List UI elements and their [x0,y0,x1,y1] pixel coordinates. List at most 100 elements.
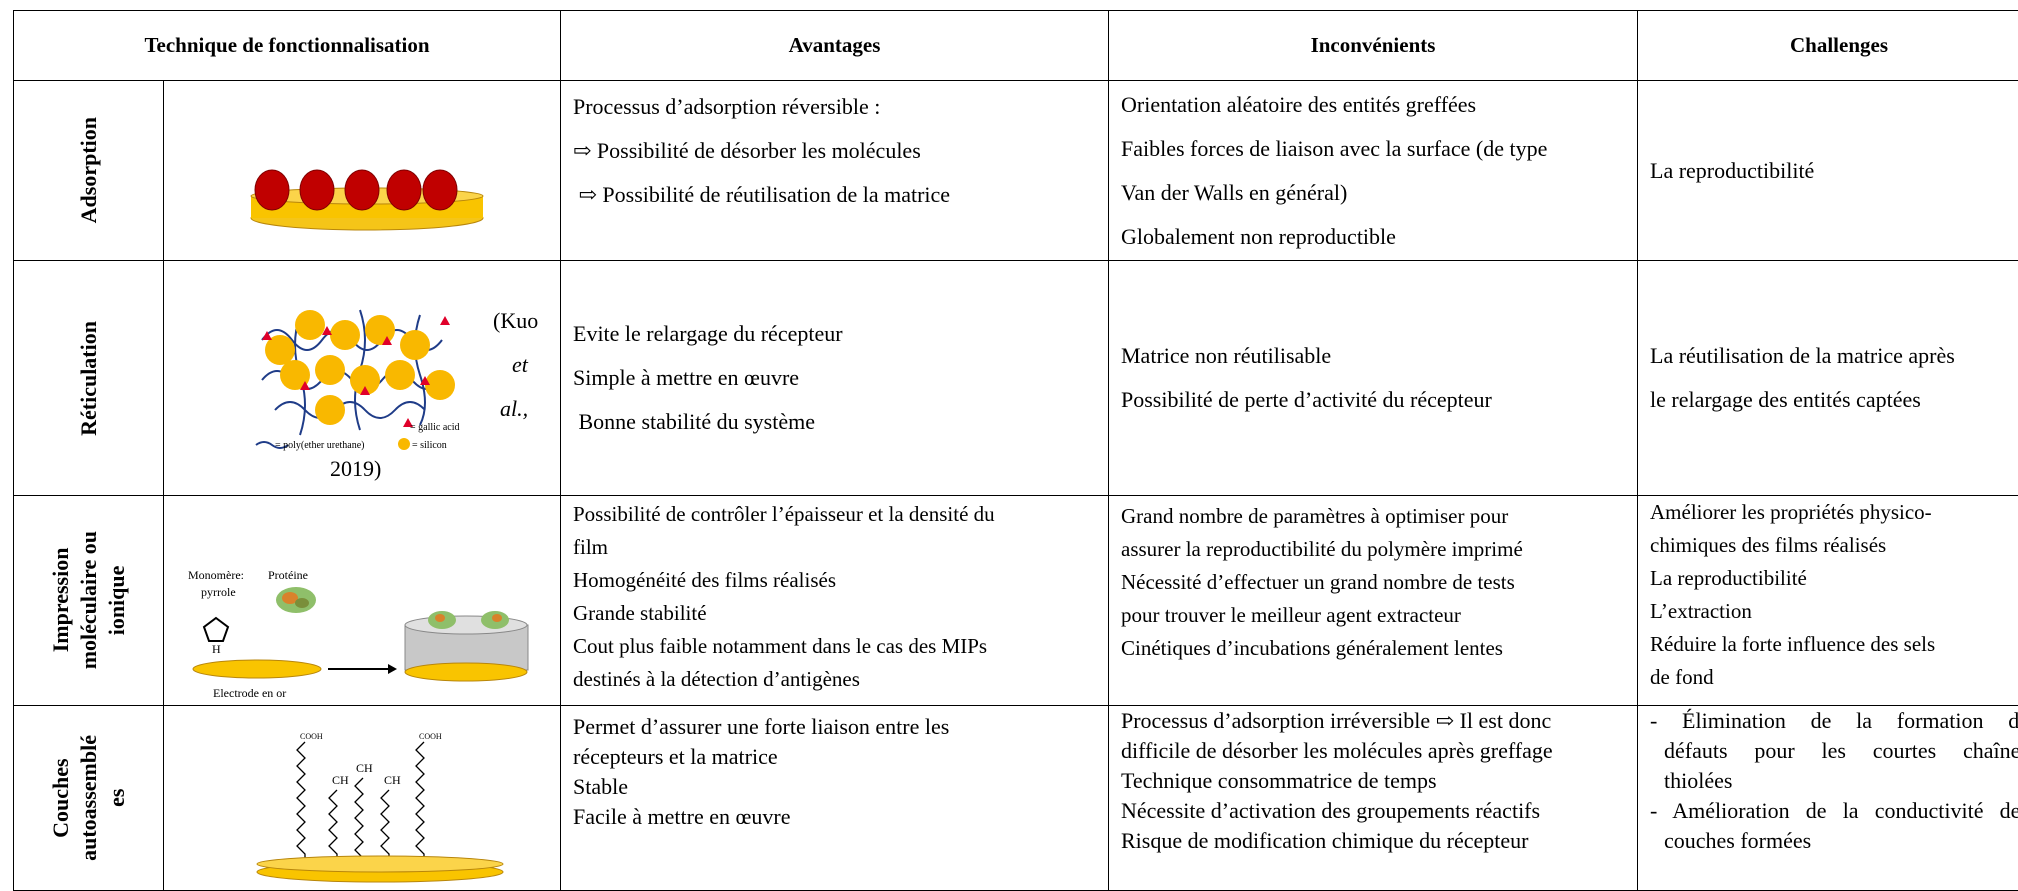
technique-label: Adsorption [75,117,103,223]
figure-label: COOH [300,732,323,741]
text-line: Cout plus faible notamment dans le cas d… [573,634,988,658]
figure-label: COOH [419,732,442,741]
electrode [404,662,528,682]
text-line: pour trouver le meilleur agent extracteu… [1121,603,1461,627]
inconvenients-cell: Processus d’adsorption irréversible ⇨ Il… [1108,705,1638,891]
inconvenients-cell: Matrice non réutilisable Possibilité de p… [1108,260,1638,496]
text-line: autoassemblé [75,735,101,861]
text-line: Couches [47,758,73,838]
challenges-cell: Améliorer les propriétés physico-chimiqu… [1637,495,2018,706]
avantages-cell: Possibilité de contrôler l’épaisseur et … [560,495,1109,706]
text-line: Orientation aléatoire des entités greffé… [1121,91,1477,117]
text-line: chimiques des films réalisés [1650,533,1887,557]
text-line: Challenges [1789,33,1888,57]
text-line: - Élimination de la formation de [1650,708,2018,733]
figure-cell [163,495,561,706]
text-line: Evite le relargage du récepteur [573,321,843,346]
text-line: Grand nombre de paramètres à optimiser p… [1121,504,1509,528]
imprinted-proteins [428,611,509,629]
technique-cell: Adsorption [13,80,164,261]
text-line: défauts pour les courtes chaînes [1664,738,2018,763]
technique-cell: Réticulation [13,260,164,496]
inconvenients-cell: Grand nombre de paramètres à optimiser p… [1108,495,1638,706]
figure-label: Protéine [268,568,308,582]
text-line: Avantages [788,33,881,57]
legend-swatch [255,441,289,449]
text-line: Adsorption [75,117,101,224]
technique-cell: Couches autoassemblé es [13,705,164,891]
text-line: destinés à la détection d’antigènes [573,667,860,691]
figure-label: = poly(ether urethane) [275,440,365,451]
header-cell: Avantages [560,10,1109,81]
text-line: Globalement non reproductible [1121,223,1396,249]
figure-cell [163,80,561,261]
figure-label: pyrrole [201,585,236,599]
challenges-cell: La reproductibilité [1637,80,2018,261]
text-line: Homogénéité des films réalisés [573,568,837,592]
figure-label: = gallic acid [410,422,460,433]
text-line: Réticulation [75,320,101,436]
text-line: Van der Walls en général) [1121,179,1348,205]
text-line: La reproductibilité [1650,566,1807,590]
text-line: Processus d’adsorption réversible : [573,94,881,119]
text-line: le relargage des entités captées [1650,387,1921,412]
thiol-chains [296,741,425,866]
text-line: ⇨ Possibilité de désorber les molécules [573,138,921,163]
text-line: La réutilisation de la matrice après [1650,343,1955,368]
challenges-cell: La réutilisation de la matrice après le r… [1637,260,2018,496]
text-line: La reproductibilité [1650,157,1815,183]
text-line: Améliorer les propriétés physico- [1650,500,1932,524]
protein [276,587,316,613]
figure-label: H [212,642,221,656]
technique-cell: Impression moléculaire ou ionique [13,495,164,706]
text-line: assurer la reproductibilité du polymère … [1121,537,1523,561]
text-line: Risque de modification chimique du récep… [1121,828,1529,853]
text-line: Matrice non réutilisable [1121,343,1332,368]
text-line: - Amélioration de la conductivité des [1650,798,2018,823]
text-line: Possibilité de perte d’activité du récep… [1121,387,1492,412]
challenges-cell: - Élimination de la formation de défauts … [1637,705,2018,891]
text-line: récepteurs et la matrice [573,744,778,769]
electrode [192,659,322,679]
text-line: Technique de fonctionnalisation [144,33,430,57]
figure-label: CH [384,773,401,787]
figure-label: CH [332,773,349,787]
avantages-cell: Processus d’adsorption réversible : ⇨ Pos… [560,80,1109,261]
text-line: L’extraction [1650,599,1752,623]
text-line: film [573,535,608,559]
text-line: Possibilité de contrôler l’épaisseur et … [573,502,995,526]
text-line: Simple à mettre en œuvre [573,365,800,390]
text-line: Faibles forces de liaison avec la surfac… [1121,135,1548,161]
figure-cell [163,260,561,496]
text-line: Permet d’assurer une forte liaison entre… [573,714,950,739]
gallic-acid [262,316,450,427]
figure-label: et [512,352,529,377]
header-cell: Inconvénients [1108,10,1638,81]
arrow-head [388,664,397,674]
avantages-cell: Permet d’assurer une forte liaison entre… [560,705,1109,891]
header-cell: Challenges [1637,10,2018,81]
text-line: Inconvénients [1310,33,1436,57]
text-line: Processus d’adsorption irréversible ⇨ Il… [1121,708,1552,733]
text-line: Stable [573,774,628,799]
figure-label: (Kuo [493,308,538,333]
figure-label: CH [356,761,373,775]
text-line: Facile à mettre en œuvre [573,804,791,829]
figure-label: al., [500,396,528,421]
legend-swatch [398,438,410,450]
inconvenients-cell: Orientation aléatoire des entités greffé… [1108,80,1638,261]
text-line: ⇨ Possibilité de réutilisation de la mat… [573,182,951,207]
figure-cell [163,705,561,891]
molecules [254,169,458,211]
technique-label: Couches autoassemblé es [47,735,131,861]
text-line: Réduire la forte influence des sels [1650,632,1936,656]
text-line: Nécessite d’activation des groupements r… [1121,798,1541,823]
figure-label: = silicon [412,440,447,451]
technique-label: Impression moléculaire ou ionique [47,531,131,669]
header-cell: Technique de fonctionnalisation [13,10,561,81]
text-line: Bonne stabilité du système [573,409,815,434]
figure-label: 2019) [330,456,381,481]
